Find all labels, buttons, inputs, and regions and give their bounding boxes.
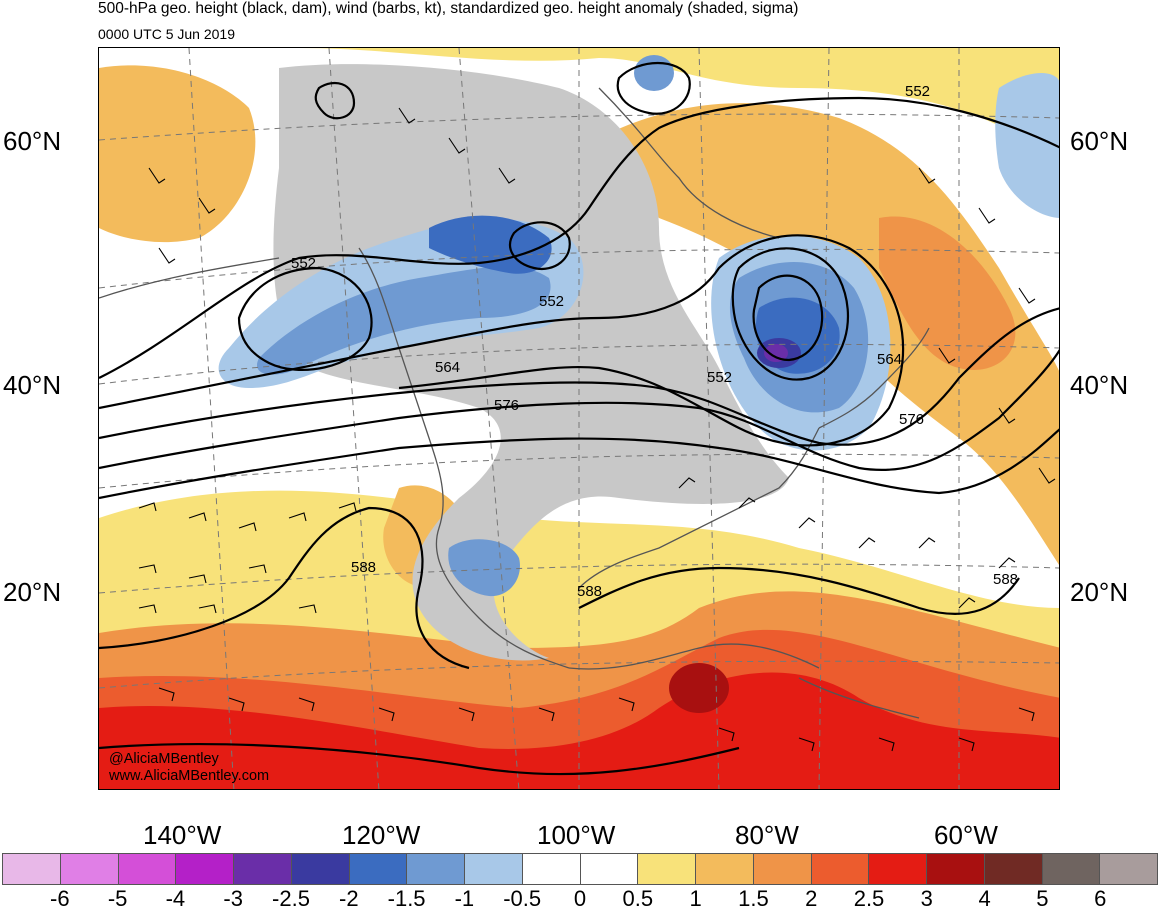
- colorbar-segment: [811, 854, 870, 884]
- colorbar-segment: [753, 854, 812, 884]
- colorbar-segment: [1042, 854, 1101, 884]
- anomaly-4-core: [669, 663, 729, 713]
- credit-handle: @AliciaMBentley: [109, 751, 219, 767]
- colorbar-tick-label: -3: [223, 886, 243, 911]
- colorbar-segment: [3, 854, 61, 884]
- credit-url: www.AliciaMBentley.com: [109, 768, 270, 784]
- colorbar-tick-label: -2: [339, 886, 359, 911]
- anomaly-0.5-north: [99, 48, 1059, 167]
- valid-time: 0000 UTC 5 Jun 2019: [98, 26, 235, 42]
- colorbar-tick-label: 0.5: [622, 886, 654, 911]
- colorbar-tick-label: 5: [1036, 886, 1049, 911]
- colorbar-segment: [349, 854, 408, 884]
- colorbar-segment: [407, 854, 465, 884]
- lat-label-right-60: 60°N: [1070, 126, 1129, 156]
- colorbar-segment: [869, 854, 927, 884]
- anomaly--0.5-ne: [995, 73, 1059, 218]
- colorbar-tick-label: 2.5: [853, 886, 885, 911]
- colorbar-tick-label: -0.5: [503, 886, 542, 911]
- colorbar-tick-label: -4: [165, 886, 186, 911]
- colorbar-tick-label: -1.5: [387, 886, 426, 911]
- colorbar-tick-label: 1: [689, 886, 702, 911]
- contour-label: 564: [435, 359, 460, 376]
- lat-label-left-60: 60°N: [3, 126, 62, 156]
- lon-label-140w: 140°W: [143, 820, 222, 850]
- contour-label: 552: [291, 255, 316, 272]
- colorbar-segment: [984, 854, 1043, 884]
- colorbar-tick-label: -2.5: [272, 886, 310, 911]
- map-canvas: 552 552 552 564 552 564 576 576 588 588 …: [99, 48, 1059, 789]
- anomaly-1.5-ne: [599, 103, 1059, 565]
- colorbar-segment: [522, 854, 581, 884]
- contour-label: 576: [494, 397, 519, 414]
- height-contours: [99, 61, 1059, 776]
- colorbar-segment: [234, 854, 292, 884]
- anomaly--2.5-east: [764, 344, 788, 362]
- anomaly-3-tropics: [99, 672, 1059, 789]
- contour-label: 552: [539, 293, 564, 310]
- lon-label-120w: 120°W: [342, 820, 421, 850]
- map-panel: 552 552 552 564 552 564 576 576 588 588 …: [98, 47, 1060, 790]
- lat-label-left-20: 20°N: [3, 577, 62, 607]
- colorbar-tick-label: 0: [573, 886, 587, 911]
- colorbar-segment: [465, 854, 523, 884]
- anomaly-1.5-nw: [99, 65, 256, 243]
- lon-label-60w: 60°W: [934, 820, 998, 850]
- colorbar-segment: [1100, 854, 1157, 884]
- anomaly--1-west: [257, 266, 551, 375]
- colorbar-tick-label: -6: [50, 886, 70, 911]
- colorbar-segment: [60, 854, 119, 884]
- lat-label-right-20: 20°N: [1070, 577, 1129, 607]
- contour-labels: 552 552 552 564 552 564 576 576 588 588 …: [291, 83, 1018, 600]
- contour-label: 564: [877, 351, 902, 368]
- colorbar-segment: [696, 854, 754, 884]
- colorbar-tick-label: 2: [805, 886, 818, 911]
- colorbar-tick-label: 3: [920, 886, 933, 911]
- anomaly--1.5-west: [429, 215, 552, 274]
- colorbar-tick-label: 6: [1094, 886, 1107, 911]
- colorbar-segment: [580, 854, 639, 884]
- colorbar-segment: [638, 854, 696, 884]
- lat-label-right-40: 40°N: [1070, 370, 1129, 400]
- figure-title: 500-hPa geo. height (black, dam), wind (…: [98, 0, 799, 17]
- lat-label-left-40: 40°N: [3, 370, 62, 400]
- colorbar-segment: [176, 854, 234, 884]
- anomaly-land-grey: [273, 64, 789, 661]
- contour-label: 588: [577, 583, 602, 600]
- colorbar-tick-label: 4: [978, 886, 991, 911]
- contour-label: 588: [351, 559, 376, 576]
- wind-barbs: [138, 107, 1056, 752]
- colorbar: [2, 853, 1158, 885]
- anomaly-2-ne: [879, 216, 1016, 370]
- lon-label-80w: 80°W: [735, 820, 799, 850]
- colorbar-tick-label: 1.5: [738, 886, 769, 911]
- contour-label: 552: [707, 369, 732, 386]
- contour-label: 576: [899, 411, 924, 428]
- colorbar-tick-label: -1: [454, 886, 475, 911]
- colorbar-tick-label: -5: [107, 886, 128, 911]
- colorbar-segment: [118, 854, 177, 884]
- anomaly--1-mexico: [448, 539, 520, 597]
- contour-label: 588: [993, 571, 1018, 588]
- colorbar-segment: [927, 854, 985, 884]
- contour-label: 552: [905, 83, 930, 100]
- lon-label-100w: 100°W: [537, 820, 616, 850]
- anomaly--1-north: [634, 55, 674, 91]
- graticule: [99, 48, 1059, 789]
- colorbar-segment: [291, 854, 350, 884]
- coastlines: [99, 87, 930, 719]
